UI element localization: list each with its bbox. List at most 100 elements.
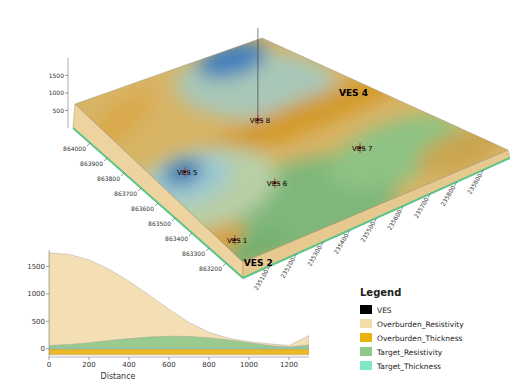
tick xyxy=(289,357,290,360)
tick-label: 863400 xyxy=(165,235,188,242)
legend-label: Target_Resistivity xyxy=(376,348,443,357)
ves-label: VES 4 xyxy=(339,88,368,98)
tick xyxy=(155,203,158,206)
tick-label: 500 xyxy=(32,318,45,326)
tick xyxy=(428,194,430,198)
ves-label: VES 5 xyxy=(177,169,197,177)
tick xyxy=(46,348,49,349)
area xyxy=(49,336,309,349)
legend-label: VES xyxy=(377,306,392,315)
tick-label: 863900 xyxy=(80,160,103,167)
tick xyxy=(129,357,130,360)
tick xyxy=(206,248,209,251)
surface-edge xyxy=(75,38,508,262)
tick xyxy=(87,143,90,146)
tick-label: 863500 xyxy=(148,220,171,227)
ves-label: VES 7 xyxy=(352,145,372,153)
tick-label: 235700 xyxy=(412,196,430,219)
tick-label: 0 xyxy=(41,345,45,353)
tick-label: 500 xyxy=(53,107,65,114)
shading xyxy=(218,224,292,275)
tick-label: 863700 xyxy=(114,190,137,197)
tick xyxy=(375,218,377,222)
tick-label: 1500 xyxy=(27,263,45,271)
tick-label: 400 xyxy=(122,361,135,369)
area xyxy=(49,349,309,355)
tick xyxy=(65,93,68,94)
tick-label: 235200 xyxy=(279,256,297,279)
tick xyxy=(321,242,323,246)
tick xyxy=(65,75,68,76)
shading xyxy=(193,35,271,85)
tick xyxy=(138,188,141,191)
tick-label: 863200 xyxy=(199,265,222,272)
legend-swatch xyxy=(360,319,372,328)
shading xyxy=(412,118,509,183)
shading xyxy=(161,155,206,189)
tick-label: 235800 xyxy=(439,184,457,207)
tick-label: 864000 xyxy=(63,145,86,152)
legend-swatch xyxy=(360,305,372,314)
tick xyxy=(455,182,457,186)
tick xyxy=(481,170,483,174)
area xyxy=(49,347,309,348)
legend: Legend VES Overburden_Resistivity Overburde… xyxy=(360,287,464,371)
area xyxy=(49,253,309,349)
tick-label: 200 xyxy=(82,361,95,369)
legend-swatch xyxy=(360,347,372,356)
tick xyxy=(401,206,403,210)
tick-label: 235500 xyxy=(359,220,377,243)
tick-label: 235600 xyxy=(386,208,404,231)
legend-swatch xyxy=(360,361,372,370)
tick xyxy=(172,218,175,221)
tick-label: 0 xyxy=(47,361,51,369)
tick-label: 235300 xyxy=(305,244,323,267)
tick-label: 235900 xyxy=(466,172,484,195)
surface-top xyxy=(75,35,508,277)
tick xyxy=(121,173,124,176)
surface-3d: 235100 235200 235300 235400 235500 235600 2357… xyxy=(49,28,510,291)
tick-label: 863600 xyxy=(131,205,154,212)
legend-label: Overburden_Thickness xyxy=(377,334,463,343)
tick-label: 235100 xyxy=(252,268,270,291)
shading xyxy=(114,131,285,249)
tick xyxy=(89,357,90,360)
page: {"chart_data": [ {"type": "surface3d", "… xyxy=(0,0,510,382)
tick xyxy=(209,357,210,360)
ves-label: VES 1 xyxy=(227,237,247,245)
tick-label: 1000 xyxy=(27,290,45,298)
tick xyxy=(46,321,49,322)
ves-label: VES 8 xyxy=(250,117,270,125)
tick xyxy=(294,254,296,258)
tick-label: 1000 xyxy=(49,89,64,96)
legend-title: Legend xyxy=(360,287,401,298)
tick xyxy=(223,263,226,266)
surface-shading xyxy=(80,35,508,277)
x-axis xyxy=(49,357,309,358)
y-axis xyxy=(49,250,50,357)
tick xyxy=(189,233,192,236)
tick xyxy=(169,357,170,360)
tick-label: 1200 xyxy=(280,361,298,369)
figure: 235100 235200 235300 235400 235500 235600 2357… xyxy=(0,0,510,382)
tick-label: 235400 xyxy=(332,232,350,255)
legend-label: Target_Thickness xyxy=(376,362,441,371)
tick-label: 800 xyxy=(202,361,215,369)
tick xyxy=(65,110,68,111)
tick xyxy=(104,158,107,161)
tick-label: 1500 xyxy=(49,72,64,79)
profile-chart: 020040060080010001200050010001500Distanc… xyxy=(27,250,309,381)
legend-label: Overburden_Resistivity xyxy=(377,320,464,329)
tick-label: 600 xyxy=(162,361,175,369)
tick xyxy=(49,357,50,360)
ves-label: VES 6 xyxy=(267,180,288,188)
axis-title: Distance xyxy=(101,372,136,381)
stem xyxy=(257,28,258,120)
ves-label: VES 2 xyxy=(244,258,273,268)
tick xyxy=(249,357,250,360)
tick-label: 863800 xyxy=(97,175,120,182)
tick xyxy=(348,230,350,234)
shading xyxy=(143,144,237,212)
tick xyxy=(46,266,49,267)
plot-area xyxy=(49,253,309,355)
